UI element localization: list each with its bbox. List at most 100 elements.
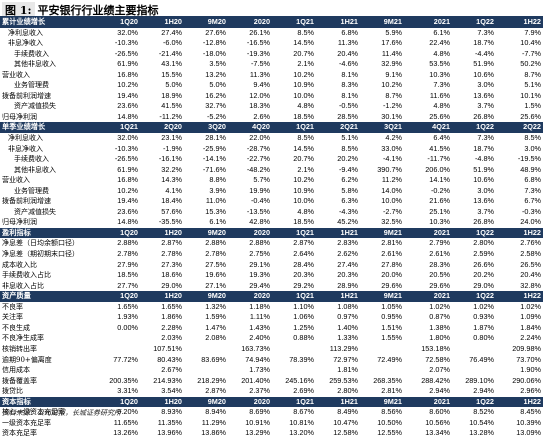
table-cell: -25.9% (202, 143, 226, 153)
table-cell: 11.0% (205, 196, 226, 206)
table-cell: -1.9% (162, 143, 182, 153)
column-header: 1H21 (316, 227, 360, 239)
table-cell: 0.95% (381, 312, 402, 322)
table-cell: 28.9% (337, 280, 358, 290)
row-label: 手续费收入 (14, 155, 49, 164)
table-cell: 26.5% (520, 259, 541, 269)
table-cell: 6.3% (341, 196, 358, 206)
table-cell: 153.18% (421, 343, 450, 353)
table-cell: 2.37% (249, 386, 270, 396)
column-header: 1H22 (496, 396, 543, 408)
table-cell: -13.5% (246, 206, 270, 216)
table-cell: 7.3% (477, 27, 494, 37)
table-cell: 10.2% (293, 69, 314, 79)
table-cell: 14.8% (117, 111, 138, 121)
table-cell: 1.65% (117, 301, 138, 311)
table-cell (184, 344, 228, 355)
table-row: 拨备前利润增速 19.4% 18.9% 16.2% 12.0% 10.0% 8.1% 8.7%… (0, 91, 543, 102)
table-cell: 8.5% (524, 133, 541, 143)
table-cell: 17.6% (381, 38, 402, 48)
table-cell: 1.02% (520, 301, 541, 311)
table-cell (452, 365, 496, 376)
table-cell: 16.8% (117, 175, 138, 185)
column-header: 1Q21 (272, 122, 316, 134)
table-cell: 11.2% (381, 175, 402, 185)
table-row: 净利息收入 32.0% 27.4% 27.6% 26.1% 8.5% 6.8% 5.9% 6.1… (0, 28, 543, 39)
table-cell: 10.47% (333, 417, 358, 427)
table-cell: -22.7% (246, 154, 270, 164)
table-row: 拨备前利润增速 19.4% 18.4% 11.0% -0.4% 10.0% 6.3% 10.0… (0, 196, 543, 207)
table-cell (96, 365, 140, 376)
table-cell: 51.9% (473, 59, 494, 69)
table-cell: 3.7% (477, 101, 494, 111)
table-row: 净利息收入 32.0% 23.1% 28.1% 22.0% 8.5% 5.1% 4.2% 6.4… (0, 133, 543, 144)
table-cell: -11.7% (427, 154, 450, 164)
table-cell: 73.70% (516, 354, 541, 364)
table-cell: 27.8% (381, 259, 402, 269)
table-cell: 8.94% (205, 407, 226, 417)
table-cell (184, 365, 228, 376)
table-cell: 8.52% (473, 407, 494, 417)
table-cell: 23.1% (161, 133, 182, 143)
table-cell: -71.6% (202, 164, 226, 174)
table-cell: 2.88% (249, 238, 270, 248)
table-row: 核心一级资本充足率 9.20% 8.93% 8.94% 8.69% 8.67% 8.49% 8… (0, 407, 543, 418)
table-cell: 1.06% (293, 312, 314, 322)
bottom-rule (0, 405, 543, 406)
row-label: 关注率 (2, 313, 23, 322)
table-cell: 14.5% (293, 38, 314, 48)
table-cell: 2.87% (161, 238, 182, 248)
table-cell: 76.49% (469, 354, 494, 364)
row-label: 净息差（日均余额口径） (2, 239, 79, 248)
table-cell: 2.79% (429, 238, 450, 248)
table-cell: 2.03% (161, 333, 182, 343)
table-cell: 13.2% (205, 69, 226, 79)
column-header: 4Q21 (404, 122, 452, 134)
table-cell: 10.56% (425, 417, 450, 427)
table-cell: -1.2% (382, 101, 402, 111)
table-cell: 2.67% (161, 365, 182, 375)
column-header: 1Q22 (452, 227, 496, 239)
table-cell: -4.8% (474, 154, 494, 164)
table-cell: 8.56% (381, 407, 402, 417)
section-header-row: 单季业绩增长 1Q21 2Q20 3Q20 4Q20 1Q21 2Q21 3Q21 4Q21 1Q… (0, 122, 543, 134)
table-cell: 28.1% (205, 133, 226, 143)
column-header: 1Q20 (96, 396, 140, 408)
table-cell: 42.8% (249, 217, 270, 227)
table-row: 营业收入 16.8% 15.5% 13.2% 11.3% 10.2% 8.1% 9.1% 10.… (0, 70, 543, 81)
table-cell: 1.81% (337, 365, 358, 375)
column-header: 3Q21 (360, 122, 404, 134)
table-cell: 10.2% (293, 175, 314, 185)
table-cell: 2.28% (161, 322, 182, 332)
table-cell: 1.05% (381, 301, 402, 311)
column-header: 1H21 (316, 17, 360, 28)
table-cell: 25.6% (520, 111, 541, 121)
table-cell: 2.83% (337, 238, 358, 248)
row-label: 非息收入占比 (2, 281, 44, 290)
table-cell: 11.6% (429, 90, 450, 100)
table-cell: 200.35% (109, 375, 138, 385)
table-cell: 8.5% (297, 27, 314, 37)
row-label: 资产减值损失 (14, 102, 56, 111)
table-cell: 3.9% (209, 185, 226, 195)
table-row: 拨贷比 3.31% 3.54% 2.87% 2.37% 2.69% 2.80% 2.81% 2.… (0, 386, 543, 397)
table-cell: 1.40% (337, 322, 358, 332)
table-cell: 19.4% (117, 90, 138, 100)
column-header: 3Q20 (184, 122, 228, 134)
table-cell: 13.20% (289, 428, 314, 438)
table-cell: 14.3% (161, 175, 182, 185)
table-cell: 77.72% (113, 354, 138, 364)
table-cell: 11.65% (113, 417, 138, 427)
table-cell: 10.91% (245, 417, 270, 427)
table-cell: -7.7% (521, 48, 541, 58)
table-cell: 1.55% (381, 333, 402, 343)
column-header: 1H22 (496, 227, 543, 239)
table-cell: 10.2% (117, 80, 138, 90)
table-cell: 11.4% (381, 48, 402, 58)
table-cell: 26.8% (473, 217, 494, 227)
table-cell: 32.0% (117, 133, 138, 143)
table-cell: 8.7% (524, 69, 541, 79)
table-cell: 28.5% (337, 111, 358, 121)
table-row: 资产减值损失 23.6% 57.6% 15.3% -13.5% 4.8% -4.3% -2.7… (0, 207, 543, 218)
